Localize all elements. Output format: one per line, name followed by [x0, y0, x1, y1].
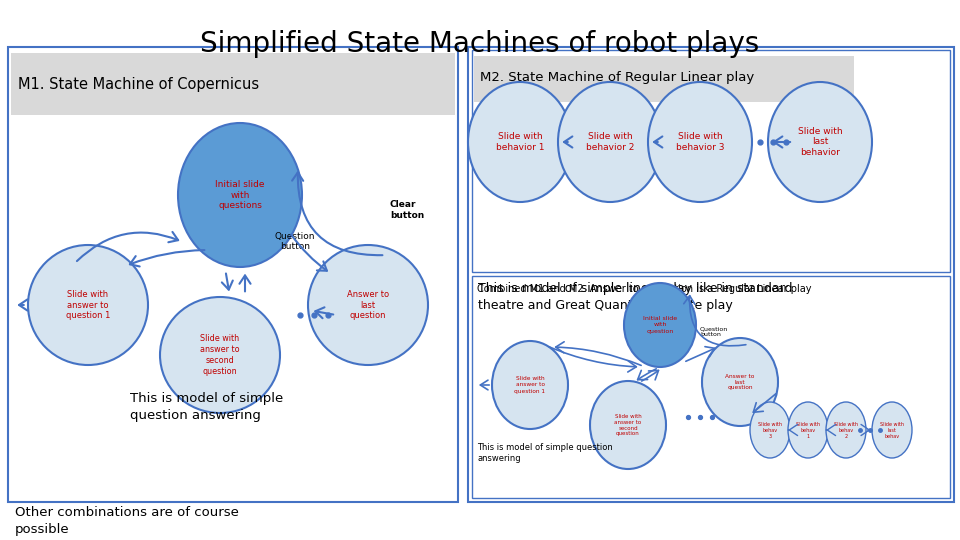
Text: Slide with
answer to
second
question: Slide with answer to second question	[201, 334, 240, 376]
Ellipse shape	[590, 381, 666, 469]
Ellipse shape	[788, 402, 828, 458]
Ellipse shape	[28, 245, 148, 365]
Text: Slide with
behavior 2: Slide with behavior 2	[586, 132, 635, 152]
FancyBboxPatch shape	[474, 56, 854, 102]
Text: Answer to
last
question: Answer to last question	[347, 290, 389, 320]
FancyBboxPatch shape	[468, 47, 954, 502]
Text: Slide with
answer to
question 1: Slide with answer to question 1	[66, 290, 110, 320]
Text: Combined M1 and M2. Answer to a question is a Regular Linear play: Combined M1 and M2. Answer to a question…	[477, 284, 811, 294]
Text: This is model of simple linear play like in standard
theatre and Great Quantum D: This is model of simple linear play like…	[478, 282, 793, 312]
Text: Slide with
behav
3: Slide with behav 3	[758, 422, 782, 438]
FancyBboxPatch shape	[472, 276, 950, 498]
Ellipse shape	[492, 341, 568, 429]
Ellipse shape	[702, 338, 778, 426]
Text: Answer to
last
question: Answer to last question	[726, 374, 755, 390]
Text: Slide with
answer to
second
question: Slide with answer to second question	[614, 414, 641, 436]
Text: Question
button: Question button	[700, 327, 729, 338]
Ellipse shape	[872, 402, 912, 458]
Text: Slide with
last
behav: Slide with last behav	[880, 422, 904, 438]
Text: This is model of simple
question answering: This is model of simple question answeri…	[130, 392, 283, 422]
Text: Slide with
last
behavior: Slide with last behavior	[798, 127, 842, 157]
Text: Clear
button: Clear button	[390, 200, 424, 220]
Ellipse shape	[624, 283, 696, 367]
Text: This is model of simple question
answering: This is model of simple question answeri…	[477, 443, 612, 463]
Text: Question
button: Question button	[275, 232, 315, 252]
Text: Simplified State Machines of robot plays: Simplified State Machines of robot plays	[201, 30, 759, 58]
Text: Initial slide
with
questions: Initial slide with questions	[215, 180, 265, 210]
Text: Slide with
behavior 3: Slide with behavior 3	[676, 132, 724, 152]
Ellipse shape	[178, 123, 302, 267]
Ellipse shape	[768, 82, 872, 202]
Ellipse shape	[558, 82, 662, 202]
Text: Other combinations are of course
possible: Other combinations are of course possibl…	[15, 506, 239, 536]
Ellipse shape	[826, 402, 866, 458]
Ellipse shape	[750, 402, 790, 458]
FancyBboxPatch shape	[472, 50, 950, 272]
Text: Initial slide
with
question: Initial slide with question	[643, 316, 677, 334]
Text: M2. State Machine of Regular Linear play: M2. State Machine of Regular Linear play	[480, 71, 755, 84]
FancyBboxPatch shape	[8, 47, 458, 502]
Text: Slide with
behav
1: Slide with behav 1	[796, 422, 820, 438]
Text: Slide with
behav
2: Slide with behav 2	[834, 422, 858, 438]
Ellipse shape	[468, 82, 572, 202]
Ellipse shape	[308, 245, 428, 365]
Text: Slide with
answer to
question 1: Slide with answer to question 1	[515, 376, 545, 394]
Ellipse shape	[160, 297, 280, 413]
Text: Slide with
behavior 1: Slide with behavior 1	[495, 132, 544, 152]
Text: M1. State Machine of Copernicus: M1. State Machine of Copernicus	[18, 78, 259, 92]
Ellipse shape	[648, 82, 752, 202]
FancyBboxPatch shape	[11, 53, 455, 115]
